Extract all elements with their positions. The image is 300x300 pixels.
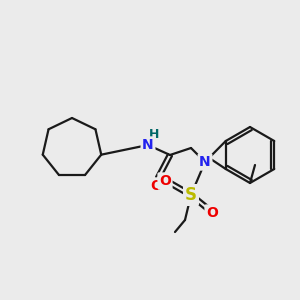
Text: O: O bbox=[159, 174, 171, 188]
Text: N: N bbox=[199, 155, 211, 169]
Text: O: O bbox=[206, 206, 218, 220]
Text: S: S bbox=[185, 186, 197, 204]
Text: H: H bbox=[149, 128, 159, 142]
Text: O: O bbox=[150, 179, 162, 193]
Text: N: N bbox=[142, 138, 154, 152]
